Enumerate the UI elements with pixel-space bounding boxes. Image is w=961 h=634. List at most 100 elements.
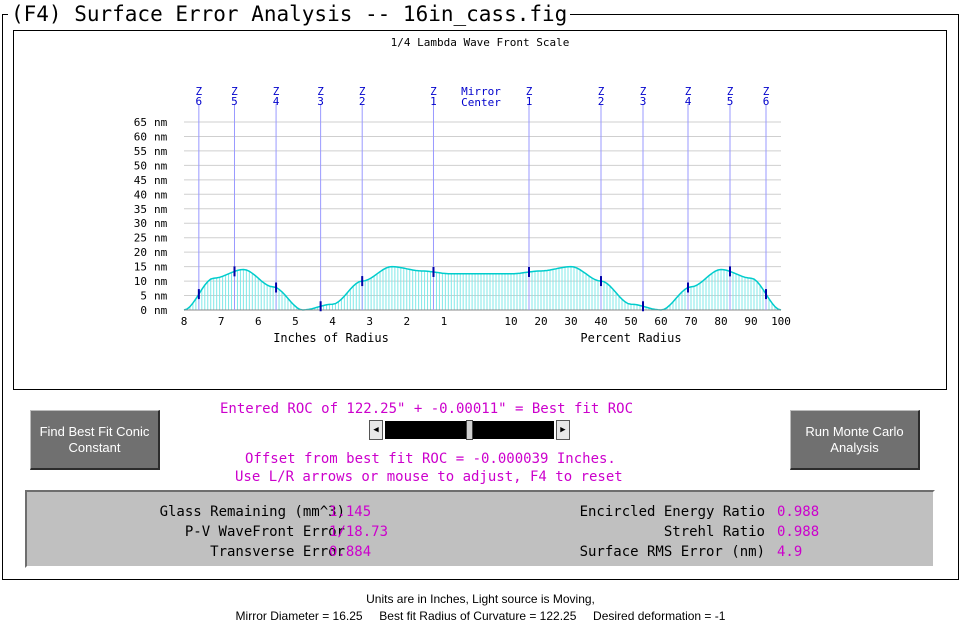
slider-thumb[interactable] bbox=[466, 420, 473, 440]
y-unit-label: nm bbox=[154, 217, 168, 230]
surface-error-chart: 1/4 Lambda Wave Front Scale 0 nm 5 nm 10 nm 15 n… bbox=[13, 30, 947, 390]
x-axis-title-inches: Inches of Radius bbox=[273, 331, 389, 345]
zone-label-right: Z bbox=[640, 85, 647, 98]
y-unit-label: nm bbox=[154, 188, 168, 201]
find-best-fit-conic-button[interactable]: Find Best Fit Conic Constant bbox=[30, 410, 160, 470]
pv-wavefront-label: P-V WaveFront Error bbox=[184, 524, 345, 540]
arrow-right-icon[interactable]: ▶ bbox=[556, 420, 570, 440]
run-monte-carlo-label: Run Monte Carlo Analysis bbox=[805, 423, 904, 455]
strehl-ratio-label: Strehl Ratio bbox=[663, 524, 765, 540]
arrow-left-icon[interactable]: ◀ bbox=[369, 420, 383, 440]
chart-title: 1/4 Lambda Wave Front Scale bbox=[391, 36, 570, 49]
surface-rms-label: Surface RMS Error (nm) bbox=[579, 544, 765, 560]
zone-label-left: Z bbox=[430, 85, 437, 98]
zone-number-right: 1 bbox=[526, 95, 533, 108]
y-unit-label: nm bbox=[154, 261, 168, 274]
zone-number-left: 2 bbox=[359, 95, 366, 108]
y-tick-label: 10 bbox=[134, 275, 147, 288]
y-tick-label: 35 bbox=[134, 203, 147, 216]
x-tick-label-percent: 100 bbox=[771, 315, 791, 328]
x-tick-label-inches: 8 bbox=[181, 315, 188, 328]
zone-label-right: Z bbox=[598, 85, 605, 98]
offset-roc-text: Offset from best fit ROC = -0.000039 Inc… bbox=[245, 451, 616, 467]
y-tick-label: 40 bbox=[134, 188, 147, 201]
x-tick-label-inches: 6 bbox=[255, 315, 262, 328]
entered-roc-text: Entered ROC of 122.25" + -0.00011" = Bes… bbox=[220, 401, 634, 417]
x-tick-label-percent: 40 bbox=[594, 315, 607, 328]
zone-label-right: Z bbox=[526, 85, 533, 98]
x-tick-label-percent: 20 bbox=[534, 315, 547, 328]
x-tick-label-percent: 80 bbox=[714, 315, 727, 328]
x-tick-label-percent: 10 bbox=[504, 315, 517, 328]
strehl-ratio-value: 0.988 bbox=[777, 524, 820, 540]
x-tick-label-percent: 60 bbox=[654, 315, 667, 328]
y-tick-label: 30 bbox=[134, 217, 147, 230]
y-tick-label: 25 bbox=[134, 232, 147, 245]
y-unit-label: nm bbox=[154, 232, 168, 245]
find-best-fit-conic-label: Find Best Fit Conic Constant bbox=[39, 423, 150, 455]
y-unit-label: nm bbox=[154, 304, 168, 317]
x-tick-label-percent: 50 bbox=[624, 315, 637, 328]
x-tick-label-percent: 30 bbox=[564, 315, 577, 328]
y-unit-label: nm bbox=[154, 116, 168, 129]
zone-number-left: 1 bbox=[430, 95, 437, 108]
glass-remaining-label: Glass Remaining (mm^3) bbox=[159, 504, 345, 520]
y-unit-label: nm bbox=[154, 203, 168, 216]
x-tick-label-inches: 1 bbox=[441, 315, 448, 328]
glass-remaining-value: 1.145 bbox=[329, 504, 372, 520]
zone-number-right: 2 bbox=[598, 95, 605, 108]
y-tick-label: 20 bbox=[134, 246, 147, 259]
zone-number-left: 5 bbox=[231, 95, 238, 108]
zone-label-right: Z bbox=[685, 85, 692, 98]
y-unit-label: nm bbox=[154, 290, 168, 303]
window-title: (F4) Surface Error Analysis -- 16in_cass… bbox=[8, 1, 571, 27]
footer-mirror-info: Mirror Diameter = 16.25 Best fit Radius … bbox=[235, 609, 726, 623]
footer-units-text: Units are in Inches, Light source is Mov… bbox=[366, 592, 595, 606]
run-monte-carlo-button[interactable]: Run Monte Carlo Analysis bbox=[790, 410, 920, 470]
y-tick-label: 65 bbox=[134, 116, 147, 129]
y-unit-label: nm bbox=[154, 145, 168, 158]
y-tick-label: 0 bbox=[140, 304, 147, 317]
y-tick-label: 50 bbox=[134, 159, 147, 172]
pv-wavefront-value: 1/18.73 bbox=[329, 524, 389, 540]
zone-label-right: Z bbox=[727, 85, 734, 98]
results-panel: Glass Remaining (mm^3) 1.145 P-V WaveFro… bbox=[25, 490, 935, 568]
x-axis-title-percent: Percent Radius bbox=[580, 331, 681, 345]
encircled-energy-label: Encircled Energy Ratio bbox=[579, 504, 765, 520]
transverse-error-value: 0.884 bbox=[329, 544, 372, 560]
y-tick-label: 5 bbox=[140, 290, 147, 303]
x-tick-label-inches: 7 bbox=[218, 315, 225, 328]
mirror-center-label-2: Center bbox=[461, 96, 501, 109]
adjust-hint-text: Use L/R arrows or mouse to adjust, F4 to… bbox=[235, 469, 623, 485]
zone-label-left: Z bbox=[317, 85, 324, 98]
y-tick-label: 15 bbox=[134, 261, 147, 274]
zone-number-right: 5 bbox=[727, 95, 734, 108]
y-unit-label: nm bbox=[154, 174, 168, 187]
zone-label-left: Z bbox=[273, 85, 280, 98]
x-tick-label-inches: 3 bbox=[366, 315, 373, 328]
surface-profile-curve bbox=[183, 265, 782, 311]
encircled-energy-value: 0.988 bbox=[777, 504, 820, 520]
x-tick-label-inches: 4 bbox=[329, 315, 336, 328]
x-tick-label-inches: 5 bbox=[292, 315, 299, 328]
y-unit-label: nm bbox=[154, 159, 168, 172]
y-unit-label: nm bbox=[154, 246, 168, 259]
y-unit-label: nm bbox=[154, 275, 168, 288]
y-unit-label: nm bbox=[154, 130, 168, 143]
y-tick-label: 45 bbox=[134, 174, 147, 187]
mirror-center-label-1: Mirror bbox=[461, 85, 501, 98]
y-tick-label: 60 bbox=[134, 130, 147, 143]
zone-label-right: Z bbox=[763, 85, 770, 98]
zone-number-right: 3 bbox=[640, 95, 647, 108]
zone-number-left: 6 bbox=[196, 95, 203, 108]
zone-number-right: 6 bbox=[763, 95, 770, 108]
x-tick-label-inches: 2 bbox=[403, 315, 410, 328]
zone-label-left: Z bbox=[359, 85, 366, 98]
x-tick-label-percent: 70 bbox=[684, 315, 697, 328]
roc-slider[interactable]: ◀ ▶ bbox=[369, 420, 570, 440]
zone-number-right: 4 bbox=[685, 95, 692, 108]
zone-label-left: Z bbox=[231, 85, 238, 98]
zone-number-left: 3 bbox=[317, 95, 324, 108]
transverse-error-label: Transverse Error bbox=[210, 544, 345, 560]
